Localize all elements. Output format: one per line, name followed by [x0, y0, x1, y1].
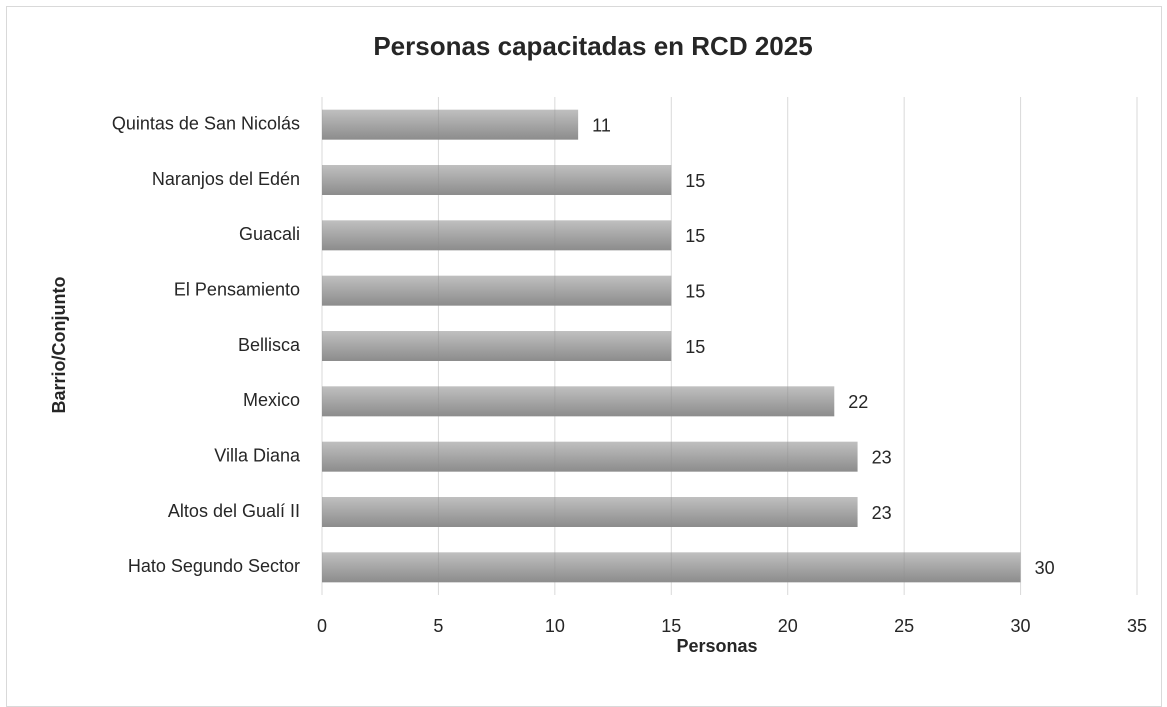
y-tick-label: Mexico — [243, 390, 300, 410]
bar — [322, 386, 835, 417]
y-tick-label: Quintas de San Nicolás — [112, 113, 300, 133]
bar — [322, 497, 858, 527]
y-tick-label: El Pensamiento — [174, 279, 300, 299]
x-tick-label: 20 — [778, 616, 798, 636]
y-tick-label: Hato Segundo Sector — [128, 556, 300, 576]
bar — [322, 165, 672, 195]
x-tick-label: 35 — [1127, 616, 1147, 636]
x-tick-label: 10 — [545, 616, 565, 636]
data-label: 23 — [872, 447, 892, 467]
data-label: 11 — [592, 115, 611, 135]
bar — [322, 441, 858, 472]
bar — [322, 331, 672, 361]
x-tick-label: 5 — [433, 616, 443, 636]
data-label: 15 — [685, 337, 705, 357]
x-tick-label: 30 — [1011, 616, 1031, 636]
chart-title: Personas capacitadas en RCD 2025 — [373, 31, 812, 61]
y-tick-label: Bellisca — [238, 335, 301, 355]
y-tick-label: Altos del Gualí II — [168, 501, 300, 521]
data-label: 30 — [1035, 558, 1055, 578]
bar — [322, 552, 1021, 583]
data-label: 15 — [685, 226, 705, 246]
y-tick-label: Guacali — [239, 224, 300, 244]
y-tick-label: Villa Diana — [214, 445, 301, 465]
data-label: 22 — [848, 392, 868, 412]
bar — [322, 109, 579, 140]
data-label: 23 — [872, 503, 892, 523]
data-label: 15 — [685, 171, 705, 191]
x-tick-label: 25 — [894, 616, 914, 636]
bar — [322, 220, 672, 251]
x-axis-title: Personas — [676, 636, 757, 656]
x-tick-label: 15 — [661, 616, 681, 636]
bar — [322, 275, 672, 306]
data-label: 15 — [685, 281, 705, 301]
y-axis-title: Barrio/Conjunto — [49, 277, 69, 414]
x-tick-label: 0 — [317, 616, 327, 636]
y-tick-label: Naranjos del Edén — [152, 169, 300, 189]
